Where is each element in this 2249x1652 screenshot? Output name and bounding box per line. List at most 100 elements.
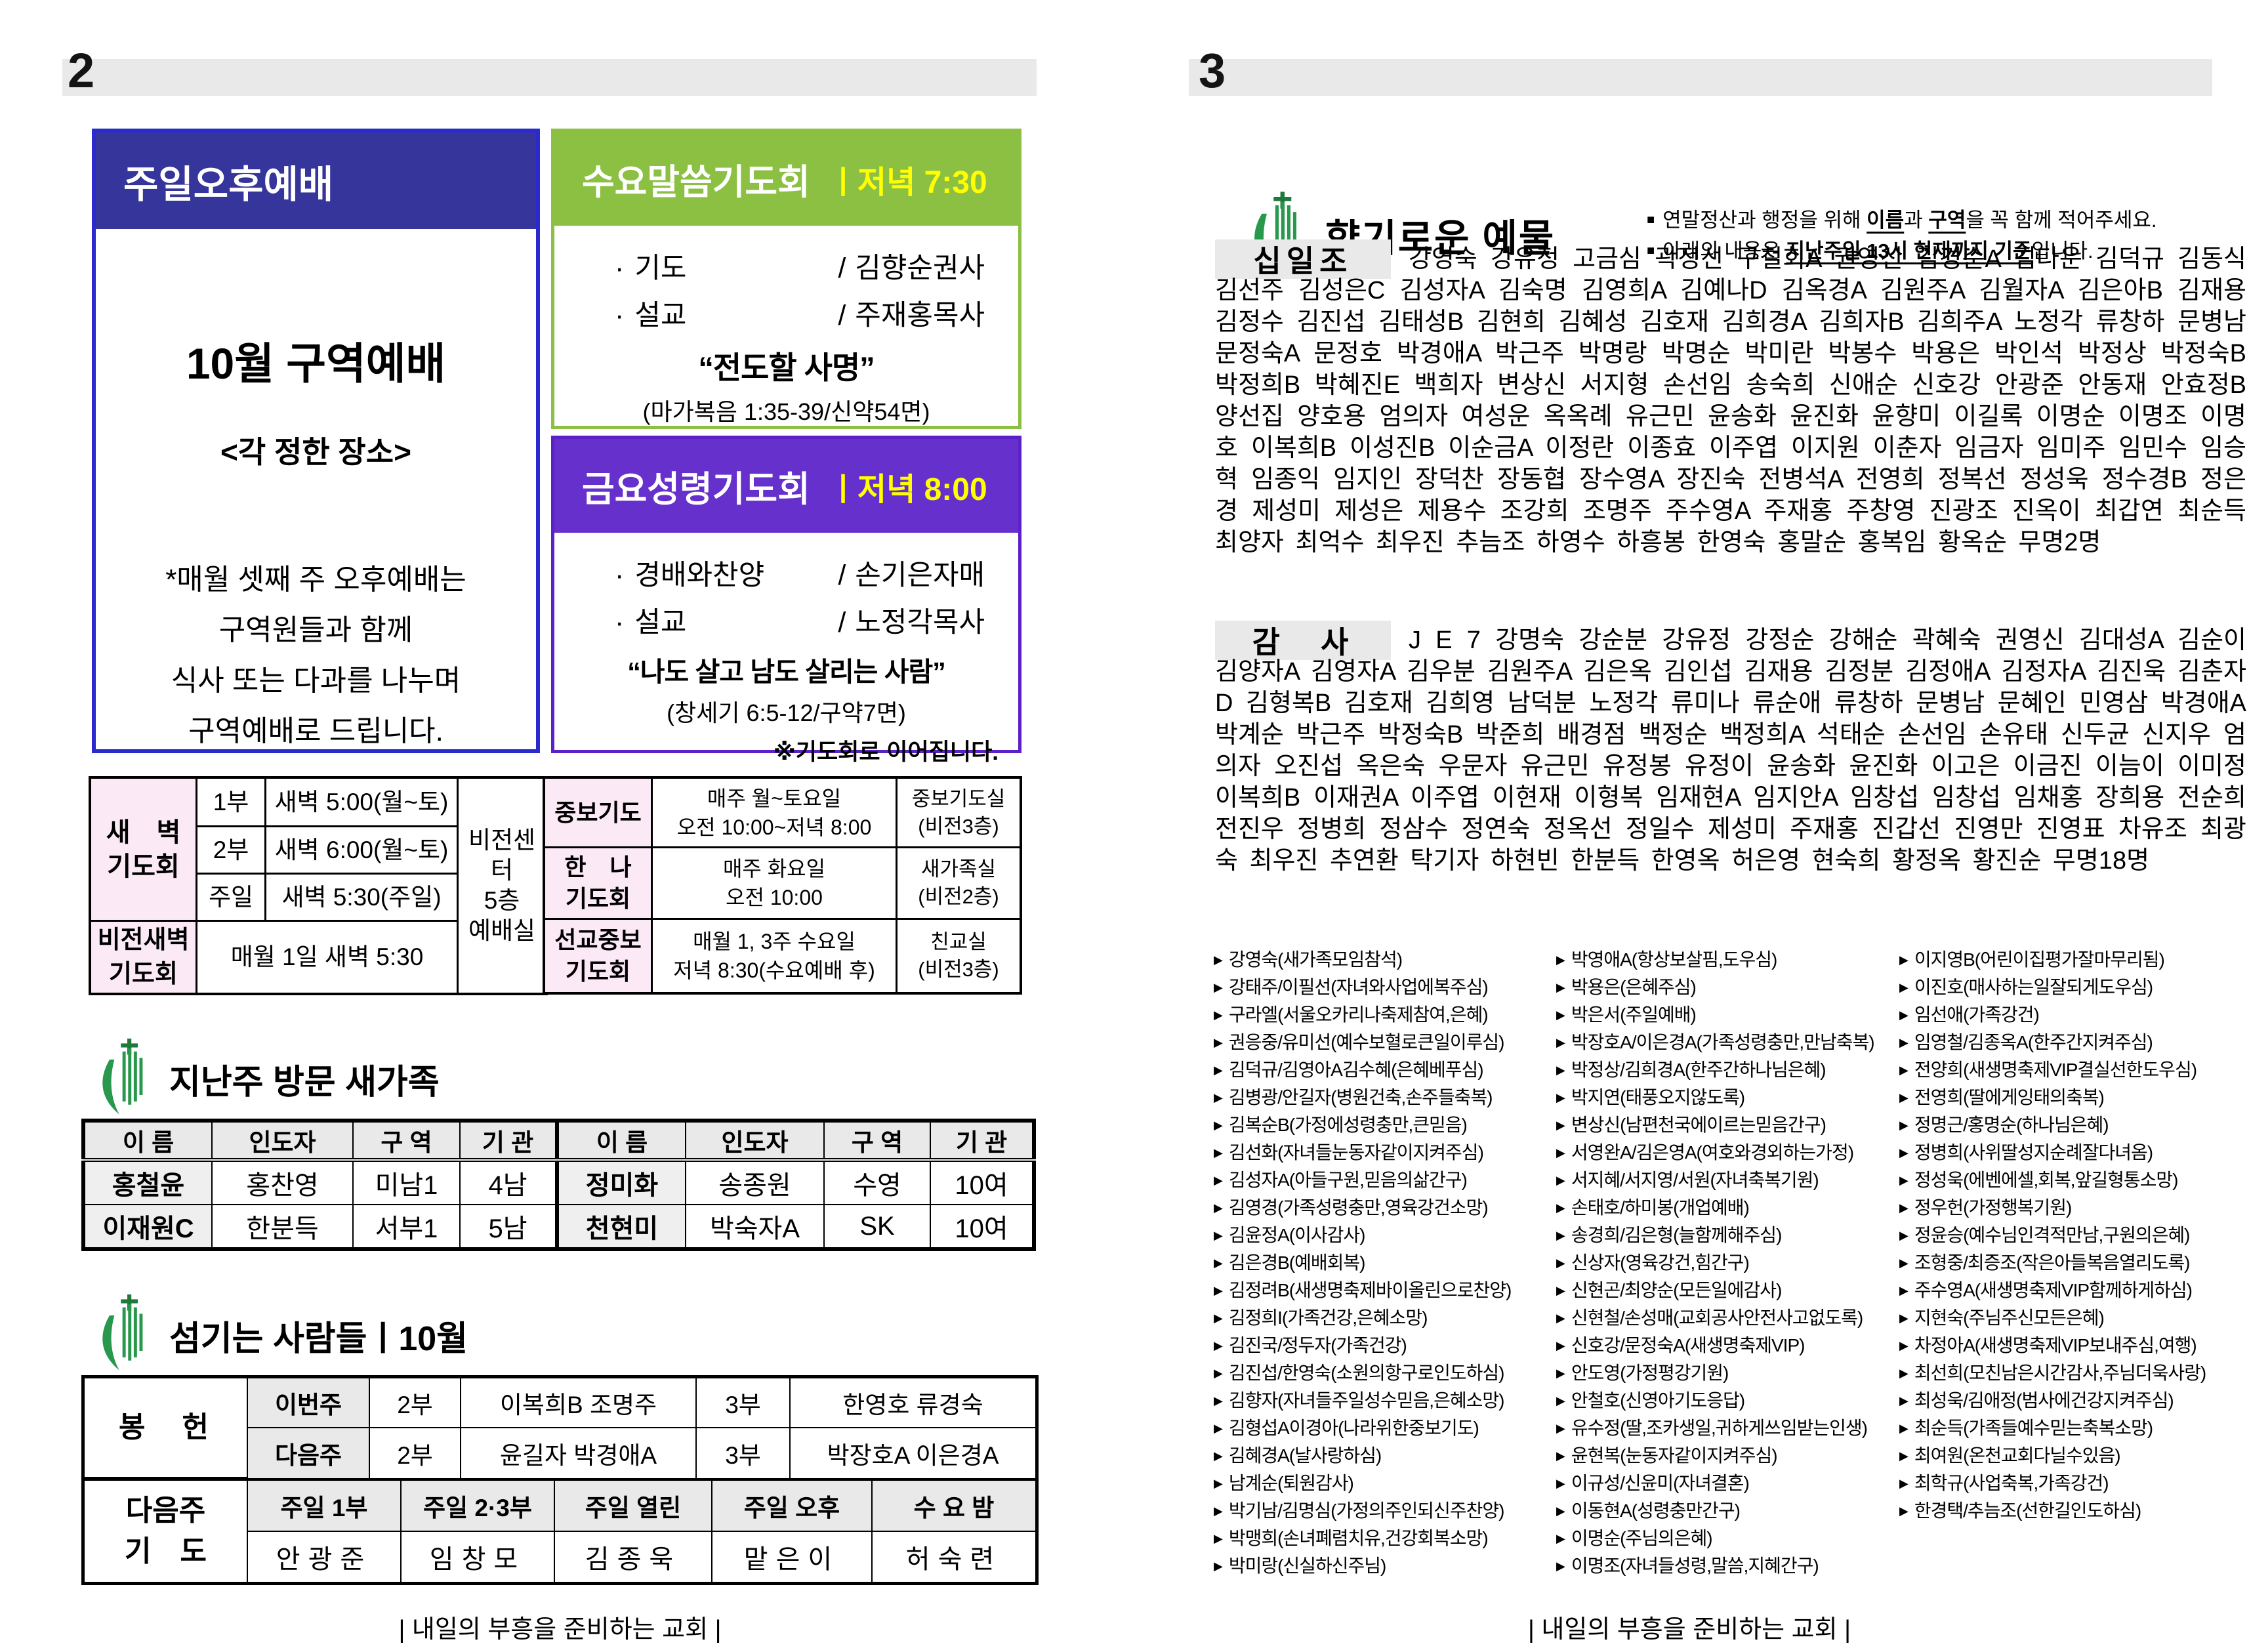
weekly-schedule: 매주 화요일 오전 10:00 [653,848,898,920]
prayer-item: ▶ 최선희(모친남은시간감사,주님더욱사랑) [1899,1363,2206,1383]
prayer-item: ▶ 박지연(태풍오지않도록) [1556,1087,1745,1107]
triangle-bullet-icon: ▶ [1899,1449,1909,1462]
prayer-item: ▶ 정우헌(가정행복기원) [1899,1197,2072,1218]
triangle-bullet-icon: ▶ [1556,953,1565,966]
bullet-dot-icon: · [615,300,625,331]
servants-table: 봉 헌 이번주 2부 이복희B 조명주 3부 한영호 류경숙 다음주 2부 윤길… [81,1375,1039,1585]
prayer-item: ▶ 한경택/추늠조(선한길인도하심) [1899,1500,2141,1521]
weekly-room: 중보기도실 (비전3층) [898,779,1020,848]
prayer-header: 주일 2·3부 [402,1481,555,1532]
prayer-item: ▶ 신호강/문정숙A(새생명축제VIP) [1556,1335,1805,1355]
prayer-item: ▶ 박맹희(손녀폐렴치유,건강회복소망) [1214,1528,1489,1548]
prayer-item: ▶ 송경희/김은형(늘함께해주심) [1556,1225,1782,1245]
triangle-bullet-icon: ▶ [1214,1008,1223,1022]
triangle-bullet-icon: ▶ [1556,1119,1565,1132]
prayer-item: ▶ 구라엘(서울오카리나축제참여,은혜) [1214,1004,1489,1025]
wednesday-sermon-title: “전도할 사명” [698,350,875,385]
prayer-item: ▶ 정윤승(예수님인격적만남,구원의은혜) [1899,1225,2190,1245]
note-line: 구역원들과 함께 [218,614,413,646]
note-line: 식사 또는 다과를 나누며 [171,665,461,697]
prayer-item: ▶ 박영애A(항상보살핌,도우심) [1556,949,1777,970]
triangle-bullet-icon: ▶ [1899,1284,1909,1297]
prayer-item: ▶ 전영희(딸에게잉태의축복) [1899,1087,2105,1107]
offering-part: 2부 [370,1378,461,1428]
nextweek-prayer-label: 다음주 기 도 [85,1481,248,1582]
offering-note-line: ■ 연말정산과 행정을 위해 이름과 구역을 꼭 함께 적어주세요. [1647,209,2157,232]
note-line: 구역예배로 드립니다. [188,715,444,747]
servants-section-title: 섬기는 사람들ㅣ10월 [169,1320,468,1358]
triangle-bullet-icon: ▶ [1214,1284,1223,1297]
triangle-bullet-icon: ▶ [1556,1256,1565,1270]
triangle-bullet-icon: ▶ [1556,1036,1565,1049]
prayer-item: ▶ 김정희I(가족건강,은혜소망) [1214,1308,1428,1328]
triangle-bullet-icon: ▶ [1899,1091,1909,1104]
prayer-item: ▶ 박정상/김희경A(한주간하나님은혜) [1556,1060,1826,1080]
triangle-bullet-icon: ▶ [1899,1339,1909,1352]
triangle-bullet-icon: ▶ [1214,1394,1223,1407]
weekly-label: 중보기도 [545,779,653,848]
friday-sermon-role: · 설교 / 노정각목사 [615,607,985,638]
friday-scripture: (창세기 6:5-12/구약7면) [667,699,906,726]
prayer-item: ▶ 김선화(자녀들눈동자같이지켜주심) [1214,1142,1484,1163]
prayer-header: 주일 1부 [248,1481,402,1532]
district-worship-place: <각 정한 장소> [220,435,411,469]
prayer-item: ▶ 신상자(영육강건,힘간구) [1556,1252,1750,1273]
triangle-bullet-icon: ▶ [1899,1311,1909,1325]
church-logo-icon [102,1039,143,1115]
triangle-bullet-icon: ▶ [1899,1229,1909,1242]
friday-title-bar: 금요성령기도회 ㅣ저녁 8:00 [554,439,1018,533]
triangle-bullet-icon: ▶ [1214,1229,1223,1242]
triangle-bullet-icon: ▶ [1899,1008,1909,1022]
triangle-bullet-icon: ▶ [1214,1422,1223,1435]
newcomers-row: 이재원C 한분득 서부1 5남 천현미 박숙자A SK 10여 [83,1204,1035,1250]
triangle-bullet-icon: ▶ [1899,1394,1909,1407]
newcomers-table: 이 름 인도자 구 역 기 관 이 름 인도자 구 역 기 관 홍철윤 홍찬영 … [81,1119,1036,1251]
footer-slogan-left: | 내일의 부흥을 준비하는 교회 | [398,1616,722,1643]
prayer-item: ▶ 이명순(주님의은혜) [1556,1528,1713,1548]
thanksgiving-prayer-column-3: ▶ 이지영B(어린이집평가잘마무리됨) ▶ 이진호(매사하는일잘되게도우심) ▶ 임선애(… [1899,946,2249,1525]
offering-note-line: ■ 아래의 내용은 지난주일 13시 현재까지 기준입니다. [1647,239,2094,262]
prayer-item: ▶ 안도영(가정평강기원) [1556,1363,1729,1383]
weekly-schedule: 매월 1, 3주 수요일 저녁 8:30(수요예배 후) [653,920,898,992]
triangle-bullet-icon: ▶ [1214,1477,1223,1490]
thanksgiving-label: 감 사 [1215,621,1391,660]
triangle-bullet-icon: ▶ [1556,1532,1565,1545]
thanksgiving-name-list: J E 7 강명숙 강순분 강유정 강정순 강해순 곽혜숙 권영신 김대성A 김… [1215,627,2246,875]
page-header-bar-left [62,59,1037,96]
triangle-bullet-icon: ▶ [1214,1559,1223,1573]
triangle-bullet-icon: ▶ [1214,1063,1223,1077]
triangle-bullet-icon: ▶ [1556,1201,1565,1214]
vision-dawn-time: 매월 1일 새벽 5:30 [197,922,459,993]
offering-names: 윤길자 박경애A [461,1428,697,1478]
note-line: *매월 셋째 주 오후예배는 [165,564,466,596]
wednesday-time: ㅣ저녁 7:30 [828,165,987,200]
prayer-item: ▶ 박기남/김명심(가정의주인되신주찬양) [1214,1500,1504,1521]
prayer-item: ▶ 서지혜/서지영/서원(자녀축복기원) [1556,1170,1819,1190]
prayer-item: ▶ 김진국/정두자(가족건강) [1214,1335,1407,1355]
dawn-part: 주일 [197,875,266,922]
triangle-bullet-icon: ▶ [1214,1256,1223,1270]
prayer-item: ▶ 김덕규/김영아A김수혜(은혜베푸심) [1214,1060,1484,1080]
triangle-bullet-icon: ▶ [1899,1504,1909,1518]
bullet-dot-icon: · [615,607,625,638]
offering-names: 한영호 류경숙 [791,1378,1035,1428]
triangle-bullet-icon: ▶ [1214,1504,1223,1518]
square-bullet-icon: ■ [1647,213,1655,227]
triangle-bullet-icon: ▶ [1556,1091,1565,1104]
sunday-afternoon-title: 주일오후예배 [123,163,334,206]
triangle-bullet-icon: ▶ [1556,1284,1565,1297]
prayer-item: ▶ 정병희(사위딸성지순례잘다녀옴) [1899,1142,2153,1163]
prayer-item: ▶ 김은경B(예배회복) [1214,1252,1365,1273]
triangle-bullet-icon: ▶ [1899,1477,1909,1490]
prayer-item: ▶ 김윤정A(이사감사) [1214,1225,1365,1245]
prayer-item: ▶ 신현곤/최양순(모든일에감사) [1556,1280,1782,1300]
prayer-item: ▶ 변상신(남편천국에이르는믿음간구) [1556,1115,1826,1135]
footer-slogan-right: | 내일의 부흥을 준비하는 교회 | [1527,1616,1851,1643]
wednesday-title-bar: 수요말씀기도회 ㅣ저녁 7:30 [554,132,1018,226]
triangle-bullet-icon: ▶ [1556,1339,1565,1352]
triangle-bullet-icon: ▶ [1556,1504,1565,1518]
friday-prayer-box: 금요성령기도회 ㅣ저녁 8:00 · 경배와찬양 / 손기은자매 · 설교 / 노정각목사 … [551,436,1021,765]
prayer-item: ▶ 지현숙(주님주신모든은혜) [1899,1308,2105,1328]
triangle-bullet-icon: ▶ [1556,1367,1565,1380]
